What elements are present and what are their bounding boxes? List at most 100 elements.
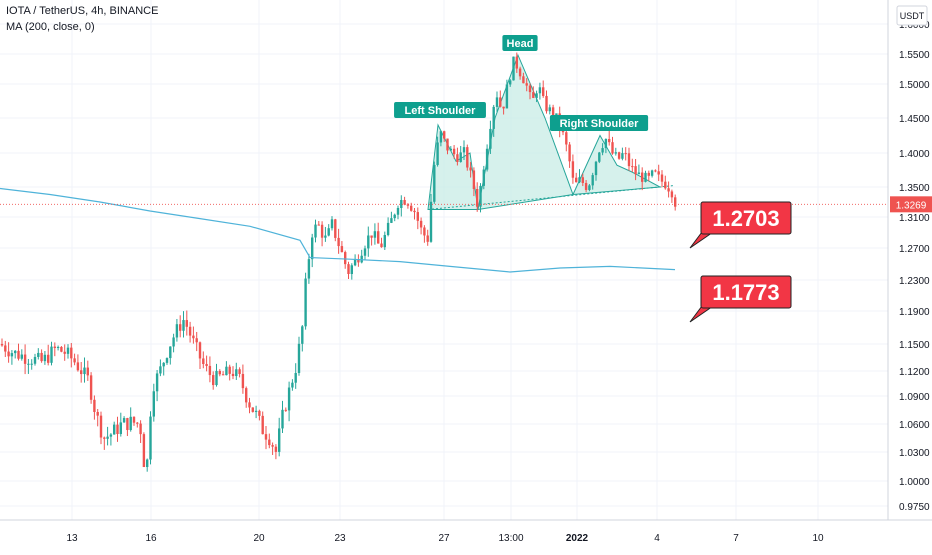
- candle-down: [631, 166, 634, 168]
- candle-down: [185, 320, 188, 327]
- candle-down: [634, 166, 637, 175]
- symbol-title: IOTA / TetherUS, 4h, BINANCE: [6, 5, 159, 17]
- candle-down: [528, 85, 532, 93]
- candle-up: [215, 370, 218, 386]
- candle-down: [264, 434, 268, 440]
- candle-down: [93, 399, 96, 412]
- candle-down: [499, 97, 502, 107]
- candle-down: [551, 107, 555, 118]
- candle-down: [136, 422, 139, 424]
- candle-down: [179, 324, 182, 331]
- x-tick-label: 10: [812, 533, 824, 544]
- candle-up: [20, 354, 23, 359]
- y-tick-label: 1.3500: [899, 183, 930, 194]
- candle-down: [410, 205, 413, 211]
- candle-up: [37, 352, 40, 357]
- candle-down: [96, 411, 99, 416]
- candle-up: [535, 93, 538, 98]
- y-tick-label: 1.1500: [899, 340, 930, 351]
- candle-down: [274, 446, 278, 452]
- candle-down: [518, 68, 522, 77]
- candle-up: [175, 324, 179, 338]
- candle-down: [403, 200, 406, 205]
- candle-up: [462, 147, 466, 153]
- label-left-shoulder-bg: [394, 102, 486, 118]
- candle-down: [565, 132, 568, 145]
- candle-up: [591, 175, 594, 186]
- candle-down: [221, 374, 225, 376]
- candle-down: [271, 445, 274, 447]
- candle-up: [106, 436, 109, 439]
- candle-down: [205, 364, 208, 366]
- y-tick-label: 1.4000: [899, 149, 930, 160]
- candle-up: [360, 255, 363, 263]
- candle-down: [660, 174, 664, 182]
- candle-down: [320, 224, 324, 238]
- candle-up: [235, 369, 238, 377]
- x-tick-label: 13:00: [498, 533, 523, 544]
- candle-up: [604, 138, 608, 149]
- candle-down: [60, 346, 63, 352]
- candle-down: [657, 171, 660, 175]
- candle-up: [297, 343, 301, 373]
- candle-up: [363, 248, 367, 256]
- candle-down: [340, 246, 344, 253]
- candle-up: [314, 224, 317, 238]
- candle-up: [278, 428, 281, 452]
- candle-up: [353, 259, 357, 266]
- candle-down: [76, 362, 80, 371]
- candle-down: [654, 170, 657, 172]
- y-tick-label: 1.2700: [899, 244, 930, 255]
- y-tick-label: 1.5500: [899, 50, 930, 61]
- candle-up: [50, 346, 53, 363]
- candle-down: [99, 415, 103, 438]
- label-left-shoulder: Left Shoulder: [405, 105, 477, 117]
- y-tick-label: 1.2300: [899, 276, 930, 287]
- candle-down: [469, 167, 472, 171]
- candle-up: [30, 363, 33, 365]
- candle-down: [357, 259, 360, 263]
- candle-down: [212, 375, 215, 386]
- candle-down: [132, 416, 136, 423]
- x-tick-label: 20: [253, 533, 265, 544]
- y-tick-label: 1.0300: [899, 448, 930, 459]
- x-tick-label: 4: [654, 533, 660, 544]
- candle-up: [505, 84, 509, 109]
- candle-up: [109, 434, 113, 437]
- y-tick-label: 0.9750: [899, 502, 930, 513]
- candle-up: [436, 142, 439, 165]
- candle-up: [291, 382, 294, 388]
- candle-down: [664, 181, 667, 189]
- x-tick-label: 2022: [566, 533, 589, 544]
- candle-up: [433, 164, 436, 202]
- candle-up: [14, 350, 17, 354]
- candle-up: [225, 366, 228, 376]
- candle-up: [304, 278, 307, 327]
- candle-down: [4, 345, 7, 352]
- candle-up: [393, 214, 396, 219]
- candle-down: [416, 212, 419, 221]
- candle-up: [327, 228, 330, 236]
- candle-down: [443, 131, 446, 139]
- candle-up: [129, 416, 132, 431]
- candle-up: [621, 153, 624, 159]
- candle-down: [472, 170, 476, 189]
- candle-down: [466, 147, 469, 168]
- candle-up: [650, 170, 654, 176]
- candle-up: [301, 326, 304, 344]
- candle-up: [294, 372, 297, 383]
- candle-up: [601, 148, 604, 153]
- candle-down: [584, 182, 588, 190]
- candle-down: [581, 177, 584, 183]
- candle-down: [261, 415, 264, 435]
- label-right-shoulder-bg: [549, 115, 649, 131]
- candle-down: [0, 344, 4, 346]
- candle-up: [594, 161, 598, 176]
- candle-up: [119, 422, 122, 435]
- candle-up: [172, 337, 175, 347]
- candle-up: [149, 416, 152, 460]
- candle-up: [495, 97, 499, 107]
- candle-down: [347, 264, 350, 275]
